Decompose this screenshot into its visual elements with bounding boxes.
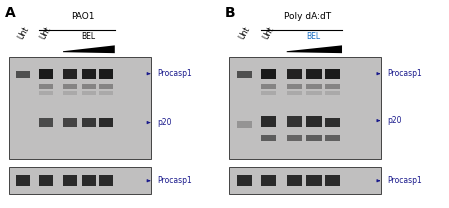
- Text: p20: p20: [387, 116, 402, 125]
- Text: PAO1: PAO1: [71, 12, 95, 21]
- Text: Procasp1: Procasp1: [387, 69, 422, 78]
- Bar: [325, 135, 340, 141]
- Bar: [237, 121, 252, 129]
- Bar: [287, 69, 302, 79]
- Bar: [261, 84, 276, 89]
- Text: Unt: Unt: [261, 25, 276, 41]
- Bar: [307, 69, 321, 79]
- Bar: [99, 91, 113, 95]
- Bar: [325, 69, 340, 79]
- Text: A: A: [5, 6, 16, 20]
- Bar: [287, 84, 302, 89]
- Text: Unt: Unt: [237, 25, 251, 41]
- Bar: [16, 71, 31, 78]
- Bar: [229, 167, 381, 194]
- Bar: [63, 118, 77, 128]
- Bar: [82, 175, 96, 186]
- Bar: [287, 135, 302, 141]
- Bar: [39, 69, 53, 79]
- Bar: [307, 84, 321, 89]
- Text: Procasp1: Procasp1: [157, 176, 192, 185]
- Bar: [307, 135, 321, 141]
- Bar: [82, 118, 96, 128]
- Bar: [39, 84, 53, 89]
- Bar: [99, 118, 113, 128]
- Text: Procasp1: Procasp1: [157, 69, 192, 78]
- Polygon shape: [287, 45, 342, 53]
- Bar: [307, 91, 321, 95]
- Bar: [325, 175, 340, 186]
- Bar: [39, 91, 53, 95]
- Text: BEL: BEL: [81, 32, 95, 41]
- Bar: [237, 71, 252, 78]
- Text: B: B: [225, 6, 235, 20]
- Bar: [63, 91, 77, 95]
- Polygon shape: [63, 45, 115, 53]
- Bar: [63, 69, 77, 79]
- Bar: [9, 57, 151, 159]
- Text: p20: p20: [157, 118, 172, 127]
- Bar: [39, 118, 53, 128]
- Text: Unt: Unt: [16, 25, 31, 41]
- Bar: [16, 175, 31, 186]
- Bar: [39, 175, 53, 186]
- Bar: [99, 69, 113, 79]
- Bar: [82, 91, 96, 95]
- Bar: [261, 69, 276, 79]
- Bar: [229, 57, 381, 159]
- Bar: [261, 91, 276, 95]
- Bar: [63, 84, 77, 89]
- Bar: [287, 116, 302, 128]
- Bar: [82, 69, 96, 79]
- Bar: [325, 84, 340, 89]
- Bar: [63, 175, 77, 186]
- Text: Poly dA:dT: Poly dA:dT: [284, 12, 331, 21]
- Bar: [307, 175, 321, 186]
- Bar: [99, 84, 113, 89]
- Bar: [307, 116, 321, 128]
- Bar: [287, 175, 302, 186]
- Bar: [325, 118, 340, 128]
- Text: Procasp1: Procasp1: [387, 176, 422, 185]
- Bar: [261, 175, 276, 186]
- Bar: [9, 167, 151, 194]
- Bar: [82, 84, 96, 89]
- Bar: [325, 91, 340, 95]
- Bar: [237, 175, 252, 186]
- Bar: [287, 91, 302, 95]
- Bar: [99, 175, 113, 186]
- Bar: [261, 116, 276, 128]
- Text: Unt: Unt: [39, 25, 53, 41]
- Bar: [261, 135, 276, 141]
- Text: BEL: BEL: [306, 32, 321, 41]
